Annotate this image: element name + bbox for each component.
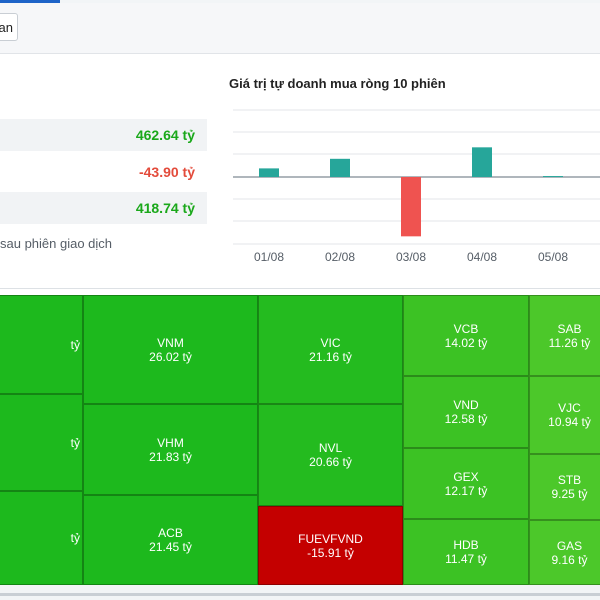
heatmap-tile-partial-0[interactable]: tỷ bbox=[0, 295, 83, 394]
tile-value: 9.16 tỷ bbox=[551, 552, 588, 567]
heatmap: tỷ tỷ tỷ VNM 26.02 tỷ VHM 21.83 tỷ ACB 21.45 tỷ V… bbox=[0, 295, 600, 585]
chart-x-tick-label: 02/08 bbox=[325, 250, 355, 264]
heatmap-tile-partial-1[interactable]: tỷ bbox=[0, 394, 83, 491]
tile-ticker: GEX bbox=[453, 469, 479, 484]
heatmap-tile-vcb[interactable]: VCB 14.02 tỷ bbox=[403, 295, 529, 376]
tile-value: 11.47 tỷ bbox=[445, 552, 487, 566]
summary-row-net: 418.74 tỷ bbox=[0, 192, 207, 224]
tile-value: 11.26 tỷ bbox=[548, 335, 591, 350]
filter-button[interactable]: an bbox=[0, 13, 18, 41]
tile-ticker: ACB bbox=[158, 526, 183, 540]
heatmap-tile-gex[interactable]: GEX 12.17 tỷ bbox=[403, 448, 529, 519]
heatmap-tile-stb[interactable]: STB 9.25 tỷ bbox=[529, 454, 600, 520]
chart-bar-04-08[interactable] bbox=[472, 147, 492, 177]
tile-ticker: STB bbox=[557, 473, 582, 487]
tile-ticker: NVL bbox=[318, 441, 343, 455]
toolbar: an bbox=[0, 3, 600, 54]
chart-x-tick-label: 05/08 bbox=[538, 250, 568, 264]
tile-value: 12.58 tỷ bbox=[444, 412, 488, 426]
heatmap-tile-vjc[interactable]: VJC 10.94 tỷ bbox=[529, 376, 600, 454]
tile-value: tỷ bbox=[70, 531, 80, 545]
tile-ticker: HDB bbox=[453, 538, 479, 552]
tile-ticker: VIC bbox=[320, 335, 341, 350]
tile-value: tỷ bbox=[70, 337, 80, 352]
tile-ticker: VNM bbox=[157, 335, 184, 350]
tile-value: tỷ bbox=[70, 435, 80, 450]
tile-ticker: SAB bbox=[557, 321, 582, 336]
tile-value: 14.02 tỷ bbox=[444, 335, 488, 350]
tile-value: 26.02 tỷ bbox=[149, 349, 192, 364]
tile-value: 21.16 tỷ bbox=[309, 349, 352, 364]
tile-ticker: VJC bbox=[558, 401, 581, 415]
tile-value: 10.94 tỷ bbox=[548, 415, 591, 429]
tile-value: 21.45 tỷ bbox=[149, 540, 192, 554]
heatmap-tile-nvl[interactable]: NVL 20.66 tỷ bbox=[258, 404, 403, 506]
summary-row-buy: 462.64 tỷ bbox=[0, 119, 207, 151]
tile-value: 9.25 tỷ bbox=[551, 487, 588, 501]
top-accent-line bbox=[0, 0, 600, 3]
chart-bar-02-08[interactable] bbox=[330, 158, 350, 177]
tile-ticker: FUEVFVND bbox=[298, 531, 363, 546]
tile-ticker: GAS bbox=[556, 538, 583, 553]
heatmap-tile-sab[interactable]: SAB 11.26 tỷ bbox=[529, 295, 600, 376]
chart-x-tick-label: 01/08 bbox=[254, 250, 284, 264]
heatmap-tile-vic[interactable]: VIC 21.16 tỷ bbox=[258, 295, 403, 404]
heatmap-tile-vnd[interactable]: VND 12.58 tỷ bbox=[403, 376, 529, 448]
scrollbar-track bbox=[0, 593, 600, 596]
heatmap-tile-partial-2[interactable]: tỷ bbox=[0, 491, 83, 585]
tile-ticker: VCB bbox=[453, 321, 479, 336]
tile-ticker: VND bbox=[453, 398, 479, 412]
chart-bar-05-08[interactable] bbox=[543, 176, 563, 178]
chart-x-tick-label: 03/08 bbox=[396, 250, 426, 264]
chart-bar-03-08[interactable] bbox=[401, 177, 421, 237]
tile-value: 12.17 tỷ bbox=[444, 483, 488, 498]
heatmap-tile-vhm[interactable]: VHM 21.83 tỷ bbox=[83, 404, 258, 495]
heatmap-tile-acb[interactable]: ACB 21.45 tỷ bbox=[83, 495, 258, 585]
net-buy-chart: 01/08 02/08 03/08 04/08 05/08 bbox=[233, 109, 600, 264]
summary-note: sau phiên giao dịch bbox=[0, 236, 113, 251]
tile-value: -15.91 tỷ bbox=[307, 545, 354, 560]
horizontal-scrollbar[interactable] bbox=[0, 585, 600, 600]
chart-x-tick-label: 04/08 bbox=[467, 250, 497, 264]
summary-row-sell: -43.90 tỷ bbox=[138, 164, 195, 180]
active-tab-indicator bbox=[0, 0, 60, 3]
chart-bar-01-08[interactable] bbox=[259, 168, 279, 177]
heatmap-tile-gas[interactable]: GAS 9.16 tỷ bbox=[529, 520, 600, 585]
chart-title: Giá trị tự doanh mua ròng 10 phiên bbox=[229, 76, 446, 91]
heatmap-tile-hdb[interactable]: HDB 11.47 tỷ bbox=[403, 519, 529, 585]
tile-value: 21.83 tỷ bbox=[149, 449, 192, 464]
tile-ticker: VHM bbox=[157, 435, 184, 450]
summary-card: 462.64 tỷ -43.90 tỷ 418.74 tỷ sau phiên … bbox=[0, 54, 600, 289]
heatmap-tile-fuevfvnd[interactable]: FUEVFVND -15.91 tỷ bbox=[258, 506, 403, 585]
heatmap-tile-vnm[interactable]: VNM 26.02 tỷ bbox=[83, 295, 258, 404]
tile-value: 20.66 tỷ bbox=[309, 455, 352, 469]
